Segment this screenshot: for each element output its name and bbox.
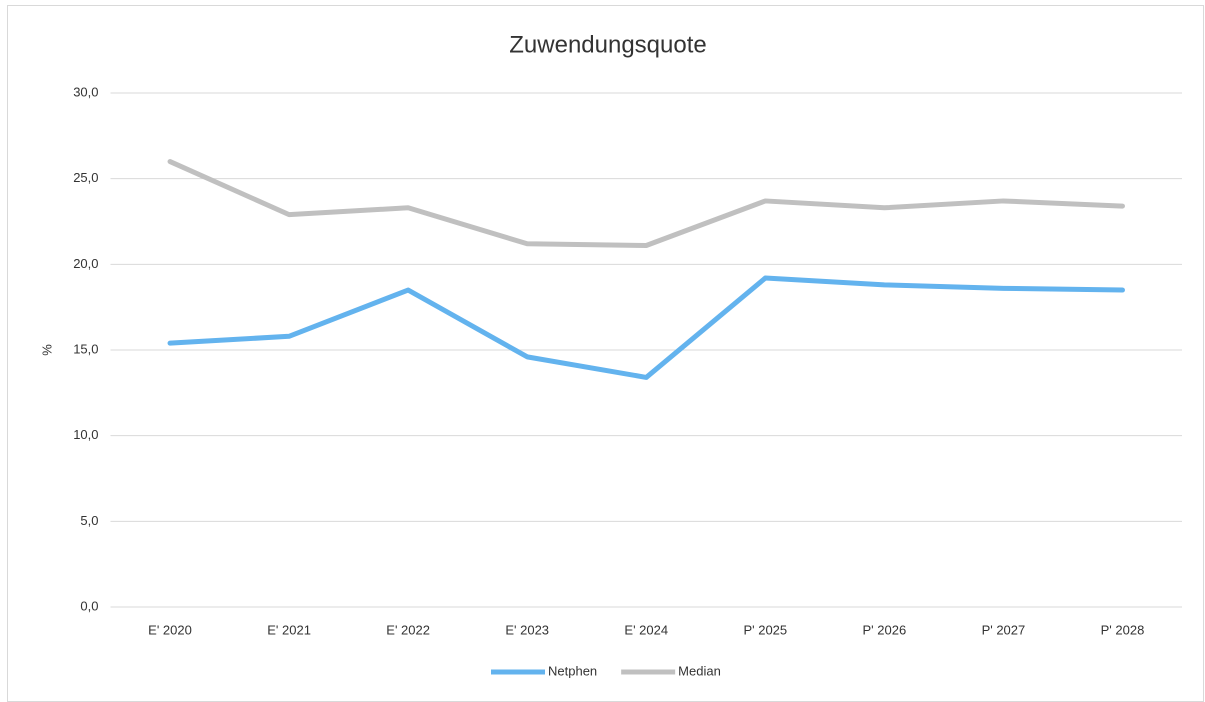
y-tick-label: 15,0: [73, 341, 98, 356]
y-tick-label: 25,0: [73, 170, 98, 185]
legend-label: Median: [678, 663, 721, 678]
y-axis-label: %: [39, 344, 54, 356]
x-tick-label: P' 2025: [743, 622, 787, 637]
chart-border: [7, 5, 1204, 702]
y-tick-label: 30,0: [73, 84, 98, 99]
chart-title: Zuwendungsquote: [509, 31, 706, 58]
y-tick-label: 0,0: [80, 598, 98, 613]
x-tick-label: E' 2024: [624, 622, 668, 637]
y-tick-label: 5,0: [80, 513, 98, 528]
x-tick-label: E' 2022: [386, 622, 430, 637]
y-tick-label: 20,0: [73, 256, 98, 271]
x-tick-label: P' 2026: [863, 622, 907, 637]
x-tick-label: E' 2020: [148, 622, 192, 637]
x-tick-label: P' 2027: [982, 622, 1026, 637]
x-tick-label: P' 2028: [1101, 622, 1145, 637]
legend-label: Netphen: [548, 663, 597, 678]
data-line: [167, 275, 1125, 380]
x-tick-label: E' 2023: [505, 622, 549, 637]
y-tick-label: 10,0: [73, 427, 98, 442]
x-tick-label: E' 2021: [267, 622, 311, 637]
data-line: [167, 159, 1125, 248]
